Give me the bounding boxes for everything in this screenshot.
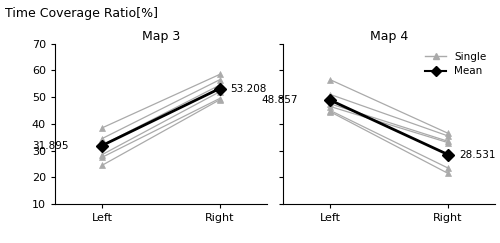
Title: Map 3: Map 3 — [142, 30, 180, 43]
Legend: Single, Mean: Single, Mean — [422, 49, 490, 79]
Text: Time Coverage Ratio[%]: Time Coverage Ratio[%] — [5, 7, 158, 20]
Text: 28.531: 28.531 — [459, 150, 496, 160]
Text: 53.208: 53.208 — [230, 84, 267, 94]
Text: 31.895: 31.895 — [32, 141, 69, 151]
Title: Map 4: Map 4 — [370, 30, 408, 43]
Text: 48.857: 48.857 — [261, 95, 298, 105]
